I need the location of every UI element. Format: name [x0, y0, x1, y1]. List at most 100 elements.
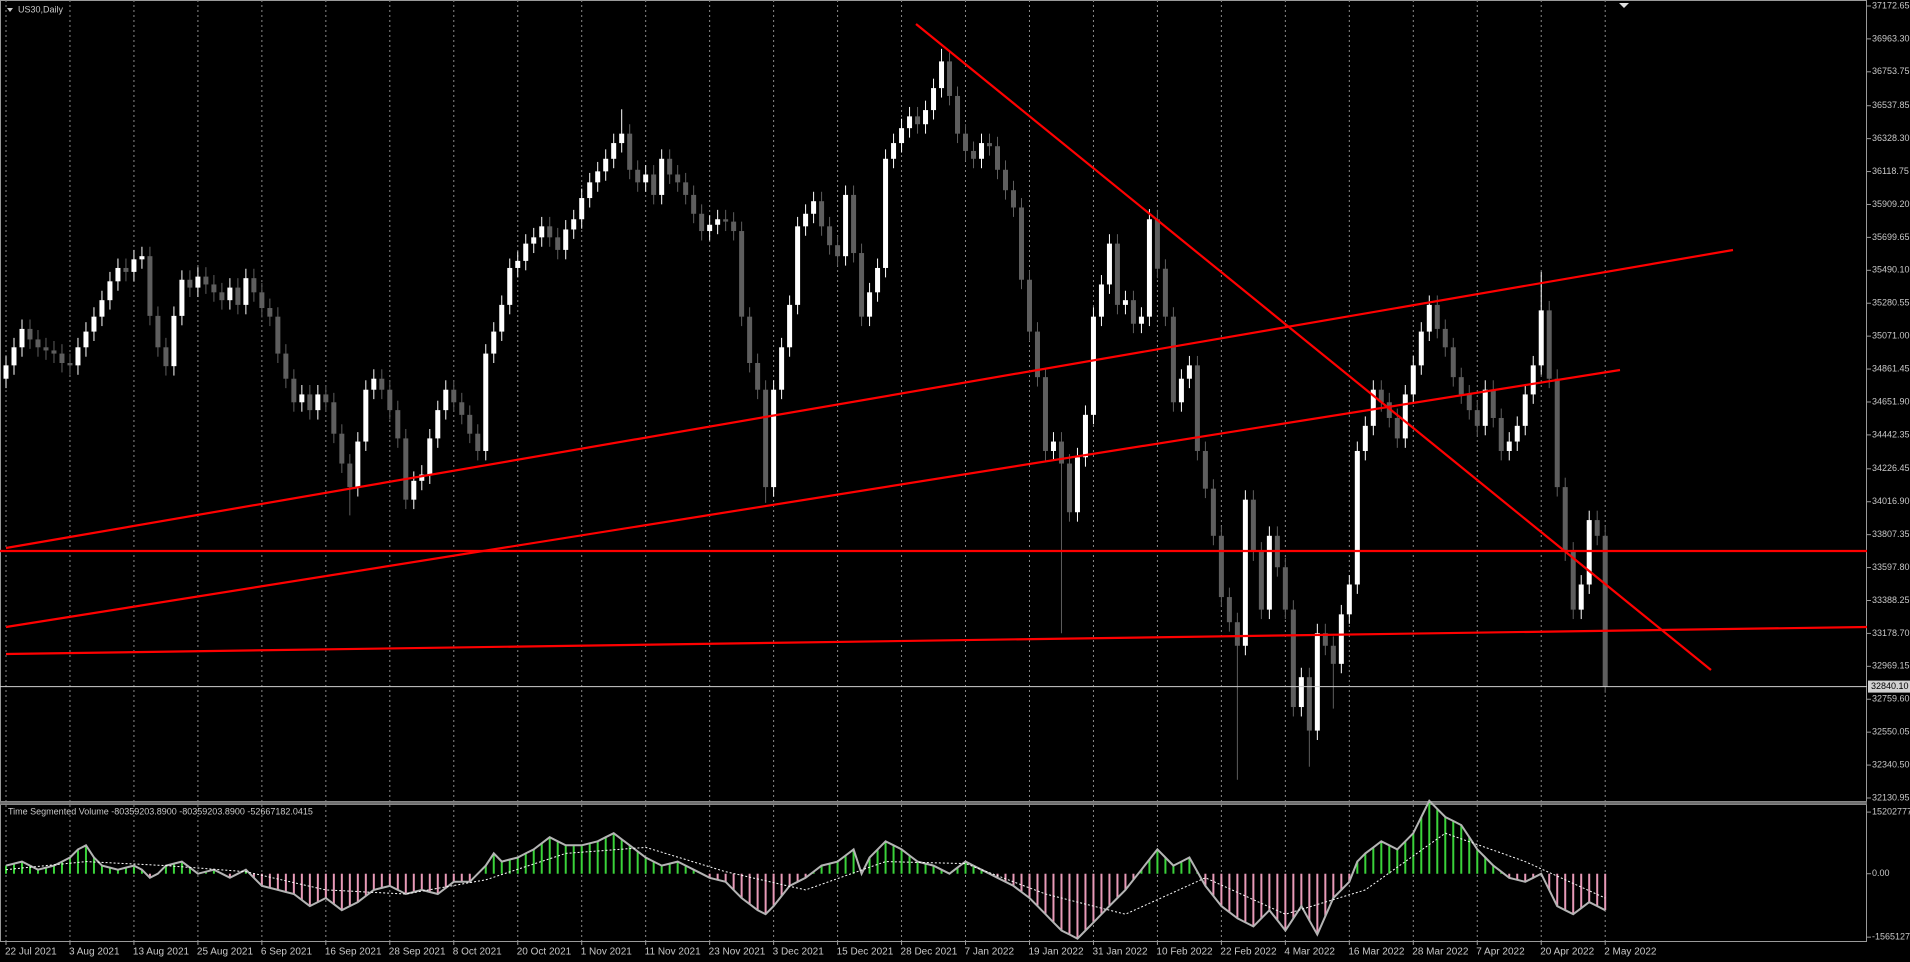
candle-body — [499, 304, 505, 332]
candle-body — [1442, 328, 1448, 348]
main-pane-frame — [0, 0, 1867, 802]
x-tick-label: 20 Oct 2021 — [517, 947, 572, 958]
y-tick-label: 37172.65 — [1872, 0, 1910, 10]
candle-body — [507, 267, 513, 305]
candle-body — [971, 150, 977, 159]
candle-body — [619, 133, 625, 144]
candle-body — [707, 224, 713, 232]
x-tick-label: 28 Dec 2021 — [901, 947, 958, 958]
candle-body — [491, 331, 497, 354]
candle-body — [1258, 551, 1264, 610]
x-tick-label: 15 Dec 2021 — [837, 947, 894, 958]
candle-body — [515, 260, 521, 268]
candle-body — [995, 146, 1001, 170]
candle-body — [19, 328, 25, 348]
candle-body — [387, 389, 393, 411]
candle-body — [1218, 535, 1224, 598]
candle-body — [1178, 378, 1184, 403]
x-tick-label: 10 Feb 2022 — [1156, 947, 1213, 958]
candle-body — [483, 353, 489, 451]
y-tick-label: 34226.45 — [1872, 463, 1910, 473]
x-tick-label: 20 Apr 2022 — [1540, 947, 1594, 958]
candle-body — [1538, 310, 1544, 366]
x-tick-label: 25 Aug 2021 — [197, 947, 254, 958]
candle-body — [563, 229, 569, 250]
candle-body — [923, 110, 929, 125]
candle-body — [683, 182, 689, 195]
candle-body — [1146, 219, 1152, 317]
candle-body — [1466, 394, 1472, 411]
y-tick-label: 33388.25 — [1872, 595, 1910, 605]
current-price-box — [1868, 680, 1910, 693]
candle-body — [59, 353, 65, 364]
candle-body — [1458, 377, 1464, 395]
candle-body — [843, 194, 849, 257]
candle-body — [83, 331, 89, 348]
candle-body — [467, 414, 473, 434]
candle-body — [131, 259, 137, 272]
candle-body — [851, 194, 857, 254]
x-tick-label: 1 Nov 2021 — [581, 947, 633, 958]
candle-body — [395, 410, 401, 439]
candle-body — [1314, 633, 1320, 731]
candle-body — [443, 389, 449, 411]
y-tick-label: 35280.55 — [1872, 298, 1910, 308]
candle-body — [1066, 463, 1072, 513]
candle-body — [603, 158, 609, 172]
x-tick-label: 16 Sep 2021 — [325, 947, 382, 958]
x-tick-label: 28 Sep 2021 — [389, 947, 446, 958]
candle-body — [147, 256, 153, 316]
volume-line — [5, 799, 1606, 940]
candle-body — [251, 278, 257, 293]
candle-body — [379, 378, 385, 390]
candle-body — [899, 128, 905, 144]
y-tick-label: 33597.80 — [1872, 562, 1910, 572]
candle-body — [1522, 394, 1528, 426]
candle-body — [115, 267, 121, 282]
y-tick-label: 32130.95 — [1872, 792, 1910, 802]
candle-body — [587, 182, 593, 199]
candle-body — [1018, 207, 1024, 280]
candle-body — [739, 231, 745, 317]
trend-line — [5, 248, 1734, 550]
candle-body — [1530, 365, 1536, 395]
candle-body — [1282, 567, 1288, 610]
candle-body — [715, 219, 721, 225]
grid — [5, 0, 1606, 941]
candle-body — [627, 133, 633, 170]
x-tick-label: 3 Dec 2021 — [773, 947, 825, 958]
candle-body — [1586, 520, 1592, 585]
candle-body — [1578, 584, 1584, 610]
x-tick-label: 13 Aug 2021 — [133, 947, 190, 958]
candle-body — [1498, 417, 1504, 451]
candle-body — [35, 339, 41, 348]
candle-body — [555, 237, 561, 250]
candle-body — [275, 316, 281, 354]
candle-body — [963, 133, 969, 151]
candle-body — [91, 316, 97, 332]
candle-body — [75, 347, 81, 366]
candle-body — [931, 88, 937, 111]
candle-body — [939, 61, 945, 89]
candle-body — [1514, 425, 1520, 442]
x-tick-label: 2 May 2022 — [1604, 947, 1657, 958]
candle-body — [1402, 394, 1408, 439]
candle-body — [1434, 304, 1440, 329]
candle-body — [595, 171, 601, 183]
candle-body — [315, 394, 321, 411]
candle-body — [139, 256, 145, 260]
current-price-label: 32840.10 — [1871, 681, 1909, 691]
candle-body — [827, 226, 833, 246]
candle-body — [611, 143, 617, 159]
candle-body — [1058, 441, 1064, 464]
candle-body — [803, 213, 809, 227]
menu-arrow[interactable] — [7, 8, 13, 12]
candle-body — [1354, 450, 1360, 585]
candle-body — [819, 201, 825, 227]
candle-body — [691, 194, 697, 214]
candle-body — [1050, 441, 1056, 451]
candle-body — [1082, 414, 1088, 458]
candle-body — [731, 221, 737, 232]
signal-line — [5, 832, 1606, 915]
x-tick-label: 3 Aug 2021 — [69, 947, 120, 958]
